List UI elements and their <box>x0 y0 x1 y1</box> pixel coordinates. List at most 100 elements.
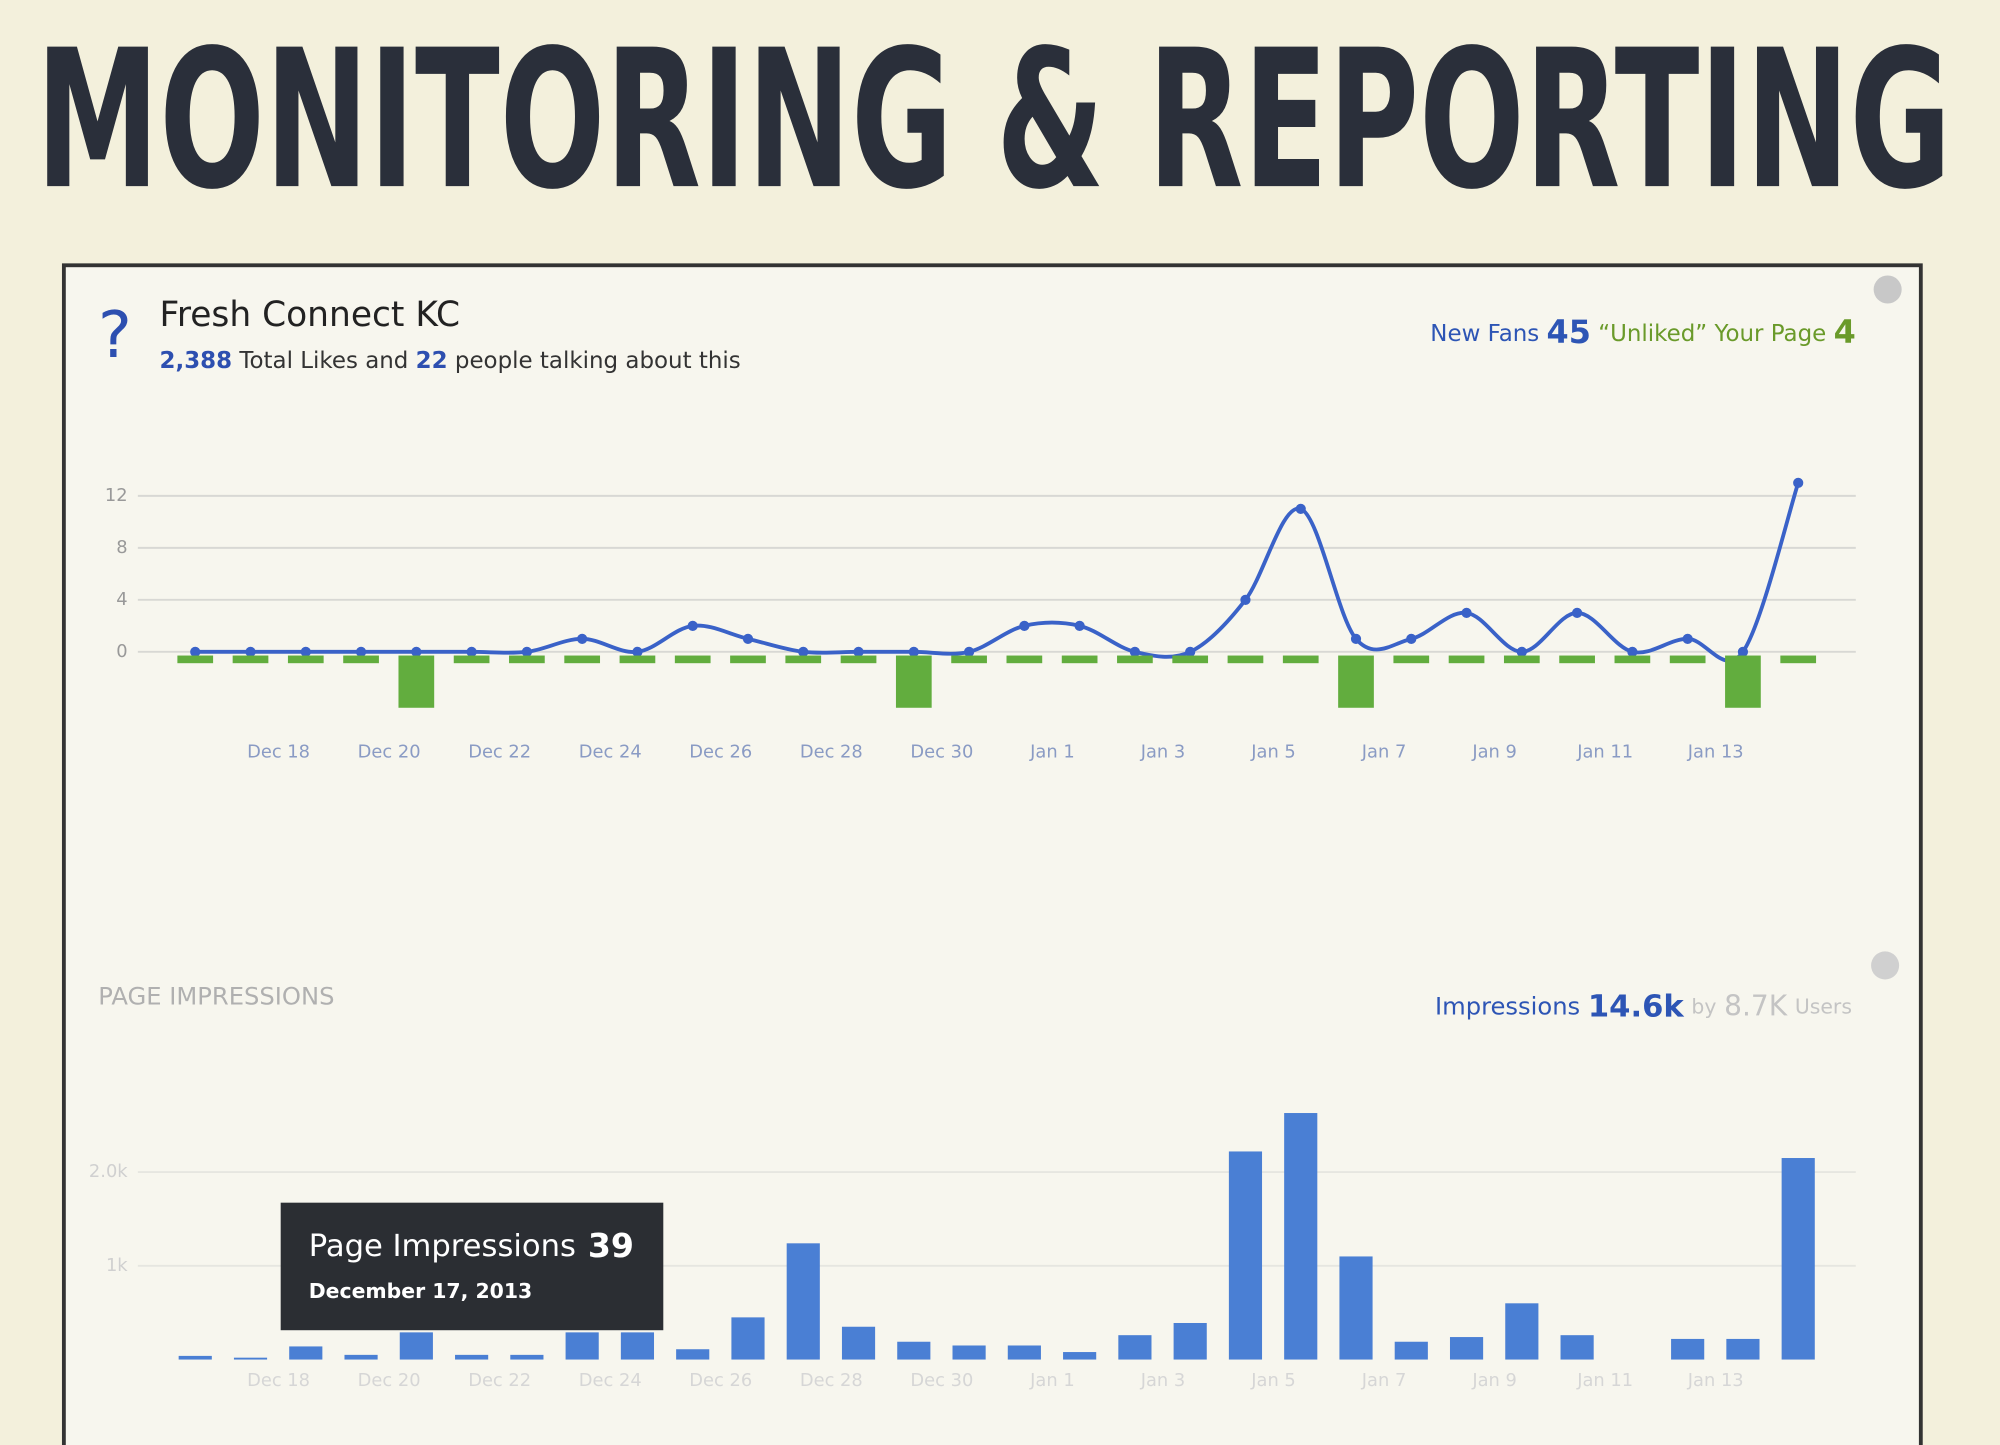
tooltip-value: 39 <box>588 1226 634 1265</box>
unlike-bar <box>1061 655 1098 664</box>
unlike-bar <box>951 655 987 664</box>
x-tick-label: Jan 13 <box>1687 1370 1744 1391</box>
chart-title: PAGE IMPRESSIONS <box>98 982 334 1010</box>
x-tick-label: Dec 30 <box>910 741 973 762</box>
point <box>355 646 367 657</box>
y-tick-label: 1k <box>106 1255 128 1276</box>
bar <box>897 1341 931 1360</box>
bar <box>841 1326 876 1360</box>
x-tick-label: Dec 20 <box>358 1370 421 1391</box>
unlike-bar <box>1448 655 1485 664</box>
x-tick-label: Dec 18 <box>247 741 310 762</box>
unlike-bar <box>1393 655 1430 664</box>
point <box>245 646 256 657</box>
bar <box>1781 1158 1815 1360</box>
x-tick-label: Dec 30 <box>910 1370 973 1391</box>
point <box>411 646 422 657</box>
x-tick-label: Dec 24 <box>579 741 642 762</box>
x-tick-label: Jan 7 <box>1361 1370 1407 1391</box>
x-tick-label: Dec 24 <box>579 1370 642 1391</box>
point <box>1461 607 1472 618</box>
bar <box>399 1332 433 1360</box>
help-icon[interactable] <box>1873 275 1902 304</box>
bar <box>1007 1345 1041 1360</box>
point <box>1627 646 1638 657</box>
point <box>908 646 919 657</box>
unlike-bar <box>1282 655 1319 664</box>
bar <box>565 1332 599 1360</box>
unliked: 4 <box>1834 313 1856 351</box>
point <box>742 633 754 644</box>
point <box>190 646 201 657</box>
tooltip-label: Page Impressions <box>309 1229 576 1264</box>
unlike-bar <box>1780 655 1817 664</box>
new-fans-label: New Fans <box>1430 321 1539 347</box>
unlike-bar <box>1117 655 1153 664</box>
x-tick-label: Jan 3 <box>1140 1370 1186 1391</box>
talking-text: people talking about this <box>455 347 741 373</box>
unlike-bar <box>1559 655 1595 664</box>
bar <box>178 1355 212 1360</box>
unlike-bar <box>564 655 601 664</box>
point <box>963 646 975 657</box>
users: 8.7K <box>1724 990 1788 1023</box>
point <box>1516 646 1527 657</box>
talking: 22 <box>416 347 448 373</box>
bar <box>952 1345 986 1360</box>
x-tick-label: Jan 1 <box>1029 1370 1075 1391</box>
y-tick-label: 4 <box>116 589 127 610</box>
bar <box>1560 1335 1594 1360</box>
point <box>300 646 311 657</box>
y-tick-label: 12 <box>105 485 128 506</box>
point <box>1019 620 1030 631</box>
x-tick-label: Jan 9 <box>1471 1370 1517 1391</box>
x-tick-label: Dec 26 <box>689 741 752 762</box>
x-tick-label: Dec 22 <box>468 741 531 762</box>
y-tick-label: 8 <box>116 537 127 558</box>
unlike-bar <box>398 655 435 708</box>
bar <box>1284 1113 1318 1360</box>
unlike-bar <box>1614 655 1651 664</box>
point <box>1737 646 1749 657</box>
x-tick-label: Jan 11 <box>1576 741 1633 762</box>
unlike-bar <box>287 655 324 664</box>
bar <box>1063 1352 1097 1360</box>
point <box>1350 633 1362 644</box>
unlike-bar <box>619 655 656 664</box>
bar <box>731 1317 765 1360</box>
point <box>1682 633 1693 644</box>
point <box>687 620 698 631</box>
total-likes: 2,388 <box>160 347 233 373</box>
page-stats: 2,388 Total Likes and 22 people talking … <box>160 347 741 373</box>
unlike-bar <box>1503 655 1540 664</box>
impressions-value: 14.6k <box>1588 989 1684 1024</box>
x-tick-label: Jan 11 <box>1576 1370 1633 1391</box>
bar <box>786 1243 820 1360</box>
point <box>1185 646 1196 657</box>
unlike-bar <box>453 655 490 664</box>
x-tick-label: Dec 28 <box>800 741 863 762</box>
unlike-bar <box>840 655 877 664</box>
point <box>1295 503 1306 514</box>
y-tick-label: 2.0k <box>89 1161 128 1182</box>
x-tick-label: Dec 18 <box>247 1370 310 1391</box>
question-icon: ? <box>98 299 132 373</box>
help-icon[interactable] <box>1871 951 1900 980</box>
tooltip <box>280 1202 664 1331</box>
unlike-bar <box>785 655 822 664</box>
point <box>466 646 477 657</box>
x-tick-label: Dec 20 <box>358 741 421 762</box>
bar <box>676 1349 710 1360</box>
page-name: Fresh Connect KC <box>160 295 461 335</box>
unlike-bar <box>343 655 379 664</box>
impressions-summary: Impressions 14.6k by 8.7K Users <box>1435 989 1852 1024</box>
bar <box>1505 1303 1539 1360</box>
unlike-bar <box>895 655 932 708</box>
x-tick-label: Jan 9 <box>1471 741 1517 762</box>
new-fans: 45 <box>1547 313 1591 351</box>
x-tick-label: Dec 26 <box>689 1370 752 1391</box>
tooltip-date: December 17, 2013 <box>309 1279 532 1303</box>
bar <box>455 1354 489 1360</box>
bar <box>289 1346 323 1360</box>
